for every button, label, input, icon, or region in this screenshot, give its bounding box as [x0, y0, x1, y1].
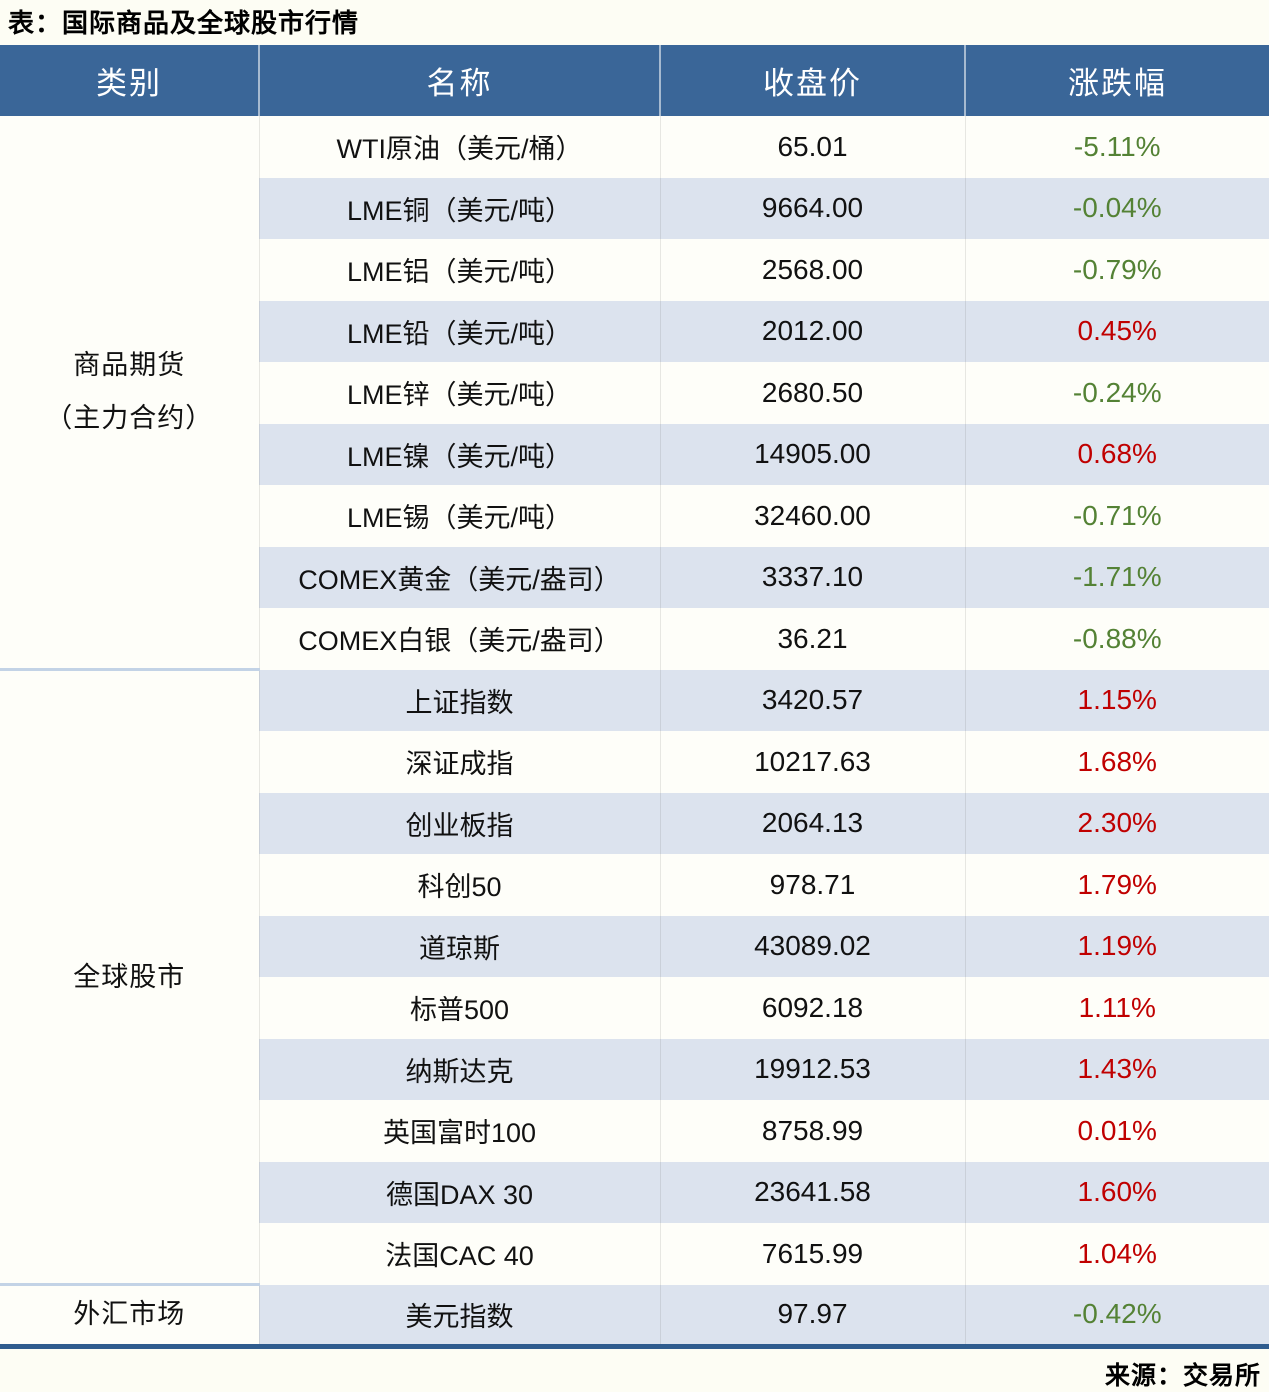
header-close-price: 收盘价 — [659, 45, 965, 116]
table-row: LME铜（美元/吨） 9664.00 -0.04% — [0, 177, 1269, 239]
close-price: 7615.99 — [659, 1223, 965, 1285]
table-row: LME铅（美元/吨） 2012.00 0.45% — [0, 300, 1269, 362]
close-price: 97.97 — [659, 1284, 965, 1346]
page-title: 表：国际商品及全球股市行情 — [8, 8, 360, 38]
table-row: LME镍（美元/吨） 14905.00 0.68% — [0, 423, 1269, 485]
market-table: 类别 名称 收盘价 涨跌幅 商品期货 （主力合约） WTI原油（美元/桶） 65.0… — [0, 45, 1269, 1349]
change-percent: 1.04% — [964, 1223, 1269, 1285]
table-row: 科创50 978.71 1.79% — [0, 854, 1269, 916]
instrument-name: LME铅（美元/吨） — [258, 300, 660, 362]
change-percent: -0.24% — [964, 362, 1269, 424]
instrument-name: 德国DAX 30 — [258, 1161, 660, 1223]
instrument-name: 深证成指 — [258, 731, 660, 793]
instrument-name: 英国富时100 — [258, 1100, 660, 1162]
instrument-name: LME锌（美元/吨） — [258, 362, 660, 424]
change-percent: 1.68% — [964, 731, 1269, 793]
table-row: COMEX白银（美元/盎司） 36.21 -0.88% — [0, 608, 1269, 670]
change-percent: -5.11% — [964, 116, 1269, 178]
category-label: 全球股市 — [73, 961, 186, 992]
change-percent: 1.43% — [964, 1038, 1269, 1100]
close-price: 3337.10 — [659, 546, 965, 608]
instrument-name: COMEX黄金（美元/盎司） — [258, 546, 660, 608]
table-header: 类别 名称 收盘价 涨跌幅 — [0, 45, 1269, 116]
table-row: 外汇市场 美元指数 97.97 -0.42% — [0, 1283, 1269, 1346]
change-percent: -0.79% — [964, 239, 1269, 301]
change-percent: 1.60% — [964, 1161, 1269, 1223]
close-price: 65.01 — [659, 116, 965, 178]
instrument-name: LME锡（美元/吨） — [258, 485, 660, 547]
instrument-name: LME铝（美元/吨） — [258, 239, 660, 301]
table-row: 商品期货 （主力合约） WTI原油（美元/桶） 65.01 -5.11% — [0, 116, 1269, 670]
change-percent: 0.45% — [964, 300, 1269, 362]
change-percent: 1.19% — [964, 915, 1269, 977]
instrument-name: 道琼斯 — [258, 915, 660, 977]
header-category: 类别 — [0, 45, 259, 116]
table-body: 商品期货 （主力合约） WTI原油（美元/桶） 65.01 -5.11% LME铜（… — [0, 116, 1269, 1346]
instrument-name: 创业板指 — [258, 792, 660, 854]
change-percent: 0.01% — [964, 1100, 1269, 1162]
close-price: 2568.00 — [659, 239, 965, 301]
close-price: 3420.57 — [659, 669, 965, 731]
table-row: 深证成指 10217.63 1.68% — [0, 731, 1269, 793]
change-percent: 1.15% — [964, 669, 1269, 731]
close-price: 10217.63 — [659, 731, 965, 793]
header-change-pct: 涨跌幅 — [964, 45, 1269, 116]
table-row: COMEX黄金（美元/盎司） 3337.10 -1.71% — [0, 546, 1269, 608]
close-price: 2680.50 — [659, 362, 965, 424]
close-price: 9664.00 — [659, 177, 965, 239]
category-cell: 商品期货 （主力合约） — [0, 116, 259, 670]
table-row: 纳斯达克 19912.53 1.43% — [0, 1038, 1269, 1100]
close-price: 19912.53 — [659, 1038, 965, 1100]
change-percent: -0.71% — [964, 485, 1269, 547]
close-price: 6092.18 — [659, 977, 965, 1039]
instrument-name: WTI原油（美元/桶） — [258, 116, 660, 178]
close-price: 978.71 — [659, 854, 965, 916]
close-price: 2012.00 — [659, 300, 965, 362]
close-price: 8758.99 — [659, 1100, 965, 1162]
change-percent: -0.04% — [964, 177, 1269, 239]
table-row: LME锌（美元/吨） 2680.50 -0.24% — [0, 362, 1269, 424]
header-name: 名称 — [258, 45, 660, 116]
close-price: 36.21 — [659, 608, 965, 670]
instrument-name: LME镍（美元/吨） — [258, 423, 660, 485]
instrument-name: COMEX白银（美元/盎司） — [258, 608, 660, 670]
table-row: 全球股市 上证指数 3420.57 1.15% — [0, 668, 1269, 1285]
instrument-name: 美元指数 — [258, 1284, 660, 1346]
table-row: 创业板指 2064.13 2.30% — [0, 792, 1269, 854]
change-percent: -0.88% — [964, 608, 1269, 670]
instrument-name: 科创50 — [258, 854, 660, 916]
category-cell: 全球股市 — [0, 668, 259, 1285]
change-percent: -0.42% — [964, 1284, 1269, 1346]
header-row: 类别 名称 收盘价 涨跌幅 — [0, 45, 1269, 116]
instrument-name: 法国CAC 40 — [258, 1223, 660, 1285]
instrument-name: 标普500 — [258, 977, 660, 1039]
change-percent: 0.68% — [964, 423, 1269, 485]
category-label: （主力合约） — [45, 403, 214, 433]
close-price: 32460.00 — [659, 485, 965, 547]
category-label: 商品期货 — [73, 350, 186, 381]
change-percent: 1.79% — [964, 854, 1269, 916]
instrument-name: 上证指数 — [258, 669, 660, 731]
close-price: 14905.00 — [659, 423, 965, 485]
change-percent: -1.71% — [964, 546, 1269, 608]
table-row: 英国富时100 8758.99 0.01% — [0, 1100, 1269, 1162]
instrument-name: LME铜（美元/吨） — [258, 177, 660, 239]
table-row: 标普500 6092.18 1.11% — [0, 977, 1269, 1039]
change-percent: 1.11% — [964, 977, 1269, 1039]
category-cell: 外汇市场 — [0, 1283, 259, 1346]
table-row: 德国DAX 30 23641.58 1.60% — [0, 1161, 1269, 1223]
instrument-name: 纳斯达克 — [258, 1038, 660, 1100]
close-price: 23641.58 — [659, 1161, 965, 1223]
close-price: 43089.02 — [659, 915, 965, 977]
table-row: LME铝（美元/吨） 2568.00 -0.79% — [0, 239, 1269, 301]
category-label: 外汇市场 — [73, 1299, 186, 1330]
change-percent: 2.30% — [964, 792, 1269, 854]
table-row: 法国CAC 40 7615.99 1.04% — [0, 1223, 1269, 1285]
source-note: 来源：交易所 — [1104, 1361, 1261, 1390]
close-price: 2064.13 — [659, 792, 965, 854]
table-row: 道琼斯 43089.02 1.19% — [0, 915, 1269, 977]
table-row: LME锡（美元/吨） 32460.00 -0.71% — [0, 485, 1269, 547]
